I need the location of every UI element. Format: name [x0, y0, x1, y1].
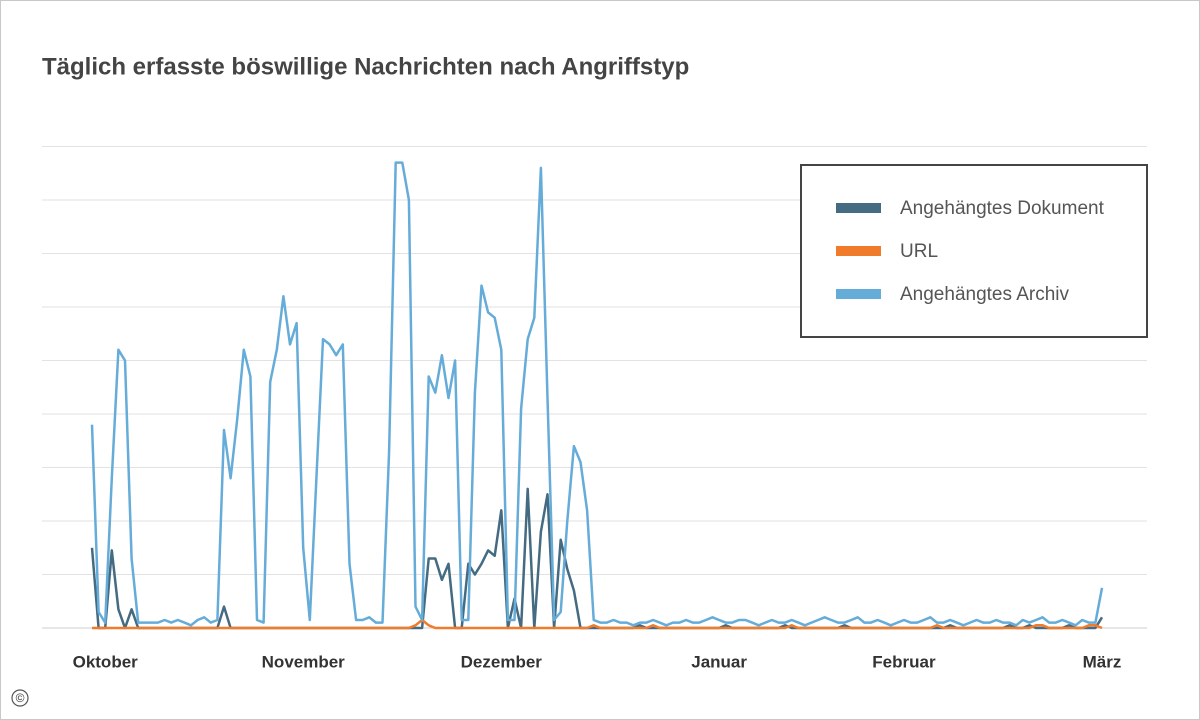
legend-swatch [836, 246, 881, 256]
legend-box [800, 164, 1148, 338]
legend-swatch [836, 203, 881, 213]
x-tick-label: März [1083, 652, 1122, 671]
x-tick-label: Dezember [461, 652, 543, 671]
x-tick-label: November [262, 652, 346, 671]
legend-label: Angehängtes Dokument [900, 198, 1105, 219]
x-tick-label: Februar [872, 652, 936, 671]
legend-label: URL [900, 241, 938, 262]
legend: Angehängtes Dokument URL Angehängtes Archi… [800, 164, 1148, 338]
copyright: © [16, 691, 25, 705]
x-tick-label: Oktober [73, 652, 139, 671]
chart-title: Täglich erfasste böswillige Nachrichten … [42, 53, 689, 80]
series-line [92, 618, 1103, 630]
legend-label: Angehängtes Archiv [900, 284, 1070, 305]
x-tick-label: Januar [691, 652, 747, 671]
lines [90, 161, 1104, 630]
x-axis: Oktober November Dezember Januar Februar März [73, 652, 1122, 671]
series-line [90, 161, 1104, 627]
legend-swatch [836, 289, 881, 299]
copyright-badge [11, 689, 29, 707]
